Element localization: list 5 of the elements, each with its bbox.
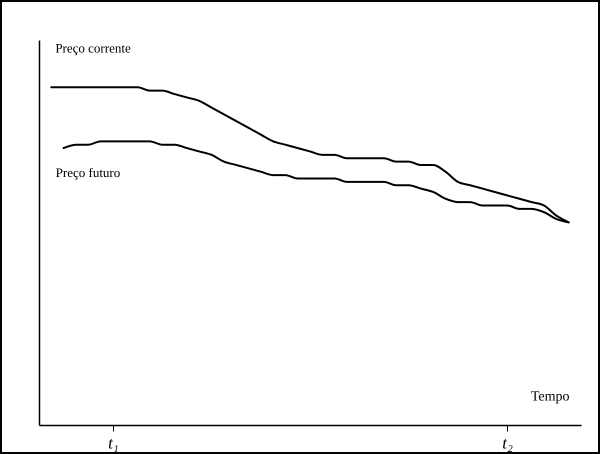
series-label: Preço futuro: [56, 165, 120, 180]
text: Preço corrente: [55, 40, 131, 56]
x-tick-label: t₂: [502, 434, 513, 452]
x-axis-title: Tempo: [530, 390, 570, 404]
x-tick-label: t₁: [108, 434, 119, 452]
